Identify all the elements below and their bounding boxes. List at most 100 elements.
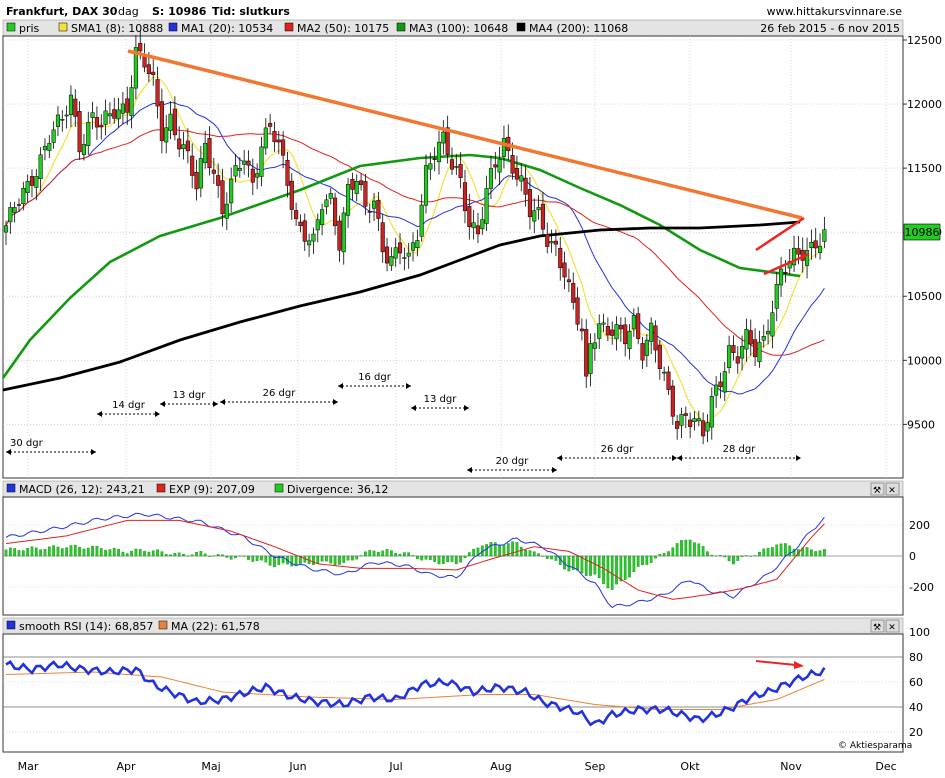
rsi-line bbox=[5, 660, 826, 727]
candle-body bbox=[285, 159, 290, 186]
legend-label: MACD (26, 12): 243,21 bbox=[19, 483, 145, 496]
exp-line bbox=[5, 519, 825, 600]
candle-body bbox=[441, 131, 446, 144]
divergence-bar bbox=[762, 548, 766, 557]
arrow-head bbox=[155, 411, 160, 417]
divergence-bar bbox=[784, 543, 787, 557]
close-icon[interactable]: ✕ bbox=[888, 623, 896, 633]
divergence-bar bbox=[758, 551, 761, 557]
divergence-bar bbox=[532, 551, 536, 557]
candle-body bbox=[610, 329, 615, 336]
candle-body bbox=[484, 188, 489, 224]
divergence-bar bbox=[450, 555, 454, 562]
candle-body bbox=[631, 315, 636, 330]
settings-icon[interactable]: ⚒ bbox=[873, 486, 881, 496]
chart-title: Frankfurt, DAX 30 bbox=[6, 5, 118, 18]
candle-body bbox=[77, 111, 82, 153]
divergence-bar bbox=[524, 549, 527, 557]
legend-label: MA4 (200): 11068 bbox=[529, 22, 628, 35]
divergence-bar bbox=[260, 555, 263, 561]
divergence-bar bbox=[511, 541, 514, 557]
close-icon[interactable]: ✕ bbox=[888, 486, 896, 496]
candle-body bbox=[315, 219, 320, 231]
divergence-bar bbox=[199, 551, 203, 557]
candle-body bbox=[281, 139, 286, 156]
y-tick-label: 60 bbox=[909, 676, 923, 689]
candle-body bbox=[519, 175, 524, 182]
candle-body bbox=[341, 212, 346, 253]
candle-body bbox=[813, 240, 818, 249]
candle-body bbox=[203, 142, 208, 164]
x-tick-label: Jul bbox=[388, 760, 402, 773]
divergence-bar bbox=[273, 555, 276, 568]
candle-body bbox=[727, 345, 732, 368]
divergence-bar bbox=[320, 555, 324, 562]
divergence-bar bbox=[264, 555, 268, 563]
divergence-bar bbox=[424, 555, 428, 560]
candle-body bbox=[263, 127, 268, 149]
y-tick-label: 100 bbox=[909, 626, 930, 639]
last-price-label: S: 10986 bbox=[152, 5, 207, 18]
candle-body bbox=[605, 326, 610, 336]
candle-body bbox=[133, 47, 138, 89]
candle-body bbox=[194, 172, 199, 190]
candle-body bbox=[107, 113, 112, 117]
rsi-panel-buttons[interactable]: ⚒ ✕ bbox=[870, 619, 900, 633]
macd-panel-buttons[interactable]: ⚒ ✕ bbox=[870, 482, 900, 496]
candle-body bbox=[753, 339, 758, 358]
divergence-bar bbox=[368, 550, 372, 557]
candle-body bbox=[731, 345, 736, 353]
candle-body bbox=[618, 324, 623, 330]
cycle-label: 14 dgr bbox=[112, 400, 146, 411]
divergence-bar bbox=[403, 552, 406, 557]
candle-body bbox=[688, 419, 693, 427]
divergence-bar bbox=[463, 555, 467, 559]
candle-body bbox=[488, 168, 494, 189]
rsi-panel: 20 40 60 80 100 bbox=[3, 626, 930, 739]
candle-body bbox=[640, 343, 645, 361]
candle-body bbox=[397, 242, 403, 254]
candle-body bbox=[112, 109, 117, 119]
candle-body bbox=[718, 381, 723, 388]
candle-body bbox=[796, 248, 801, 255]
candle-body bbox=[558, 247, 563, 269]
divergence-bar bbox=[333, 555, 337, 566]
candle-body bbox=[744, 329, 749, 350]
candle-body bbox=[415, 240, 420, 249]
candle-body bbox=[480, 219, 485, 230]
candle-body bbox=[294, 210, 299, 220]
candle-body bbox=[649, 322, 654, 342]
divergence-bar bbox=[506, 543, 510, 557]
divergence-bar bbox=[268, 555, 272, 566]
candle-body bbox=[207, 138, 212, 169]
divergence-bar bbox=[65, 547, 68, 557]
divergence-bar bbox=[628, 555, 631, 578]
divergence-bar bbox=[290, 555, 294, 567]
cycle-annotations: 30 dgr 14 dgr 13 dgr 26 dgr 16 dgr 13 dgr 20 d… bbox=[6, 372, 801, 473]
divergence-bar bbox=[602, 555, 605, 584]
arrow-head bbox=[97, 411, 102, 417]
candle-body bbox=[454, 166, 459, 168]
candle-body bbox=[393, 247, 398, 259]
divergence-bar bbox=[60, 548, 64, 557]
divergence-bar bbox=[364, 551, 367, 557]
divergence-bar bbox=[182, 553, 185, 557]
candle-body bbox=[683, 413, 688, 416]
candle-body bbox=[809, 241, 814, 248]
candle-body bbox=[532, 210, 537, 222]
divergence-bar bbox=[615, 555, 618, 585]
divergence-bar bbox=[528, 550, 532, 557]
divergence-bar bbox=[359, 555, 363, 557]
candle-body bbox=[151, 71, 156, 76]
divergence-bar bbox=[160, 551, 164, 557]
macd-panel: -200 0 200 bbox=[3, 512, 934, 609]
candle-body bbox=[389, 256, 394, 266]
settings-icon[interactable]: ⚒ bbox=[873, 623, 881, 633]
divergence-bar bbox=[130, 551, 133, 557]
divergence-bar bbox=[294, 555, 298, 567]
candle-body bbox=[38, 154, 43, 179]
candle-body bbox=[666, 371, 671, 390]
divergence-bar bbox=[143, 550, 146, 557]
x-axis: Mar Apr Maj Jun Jul Aug Sep Okt Nov Dec bbox=[18, 760, 897, 773]
cycle-label: 30 dgr bbox=[10, 438, 44, 449]
